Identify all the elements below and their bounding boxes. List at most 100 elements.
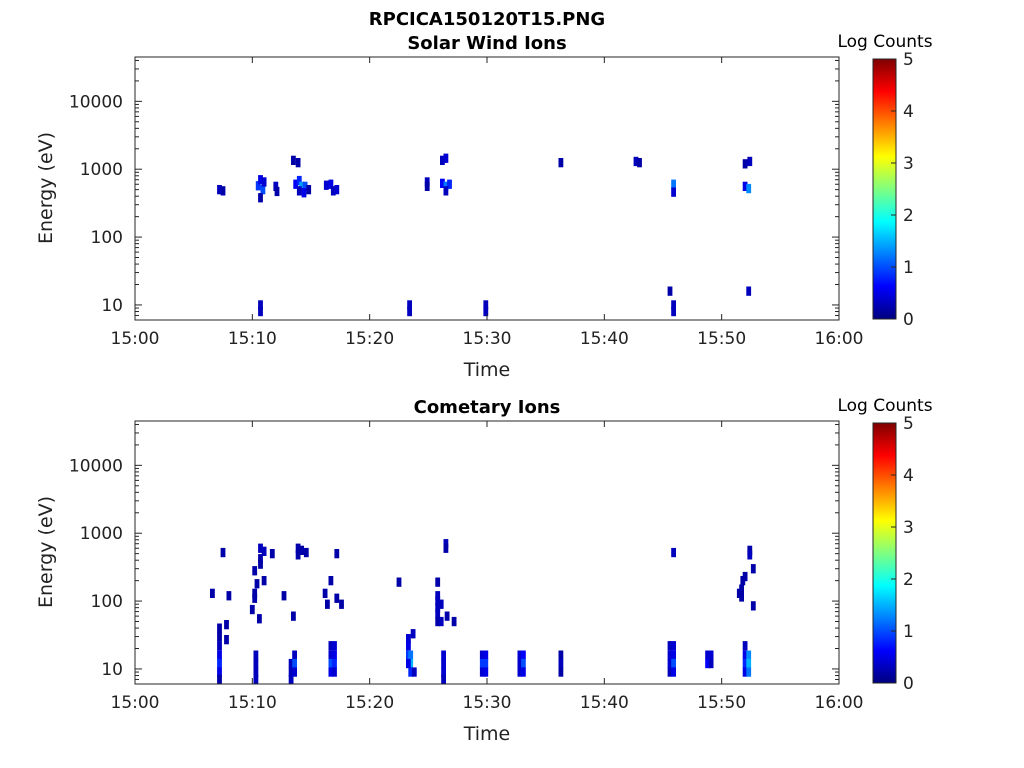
colorbar-tick-label: 5 (903, 414, 914, 434)
heatmap-cell (747, 550, 753, 560)
figure-title: RPCICA150120T15.PNG (369, 9, 605, 30)
heatmap-cell (440, 178, 445, 188)
colorbar-gradient (872, 58, 897, 320)
heatmap-cell (558, 158, 564, 168)
heatmap-cell (750, 601, 756, 611)
plot-area (135, 421, 839, 684)
heatmap-cell (667, 650, 673, 660)
heatmap-cell (517, 658, 523, 669)
heatmap-cell (220, 547, 226, 558)
heatmap-cell (258, 554, 263, 564)
heatmap-cell (291, 611, 296, 621)
heatmap-cell (708, 658, 714, 669)
colorbar-tick-label: 1 (903, 258, 914, 278)
heatmap-cell (479, 650, 485, 660)
heatmap-cell (303, 547, 309, 558)
heatmap-cell (671, 547, 676, 558)
heatmap-cell (406, 658, 411, 669)
heatmap-cell (671, 187, 676, 197)
heatmap-cell (746, 286, 752, 296)
heatmap-cell (443, 543, 449, 553)
heatmap-cell (224, 620, 229, 630)
heatmap-cell (408, 650, 414, 660)
heatmap-cell (260, 185, 266, 195)
heatmap-cell (252, 566, 258, 576)
heatmap-cell (435, 603, 441, 613)
x-axis: 15:00 15:10 15:20 15:30 15:40 15:50 16:00 (111, 57, 864, 349)
x-axis-label: Time (463, 359, 511, 381)
colorbar-tick-label: 0 (903, 674, 914, 694)
heatmap-cell (258, 543, 263, 553)
heatmap-cell (479, 667, 485, 677)
heatmap-cell (447, 179, 452, 189)
heatmap-cell (411, 667, 417, 677)
heatmap-cell (261, 546, 267, 556)
heatmap-cell (483, 658, 489, 669)
heatmap-cell (217, 650, 222, 660)
heatmap-cell (217, 658, 222, 669)
heatmap-cell (746, 667, 752, 677)
heatmap-cell (328, 658, 334, 669)
heatmap-cell (671, 658, 676, 669)
y-tick-label: 10 (101, 660, 123, 680)
heatmap-cell (258, 306, 263, 317)
x-tick-label: 15:00 (111, 693, 160, 713)
heatmap-cell (739, 592, 744, 602)
heatmap-cell (296, 186, 302, 196)
x-axis-label: Time (463, 723, 511, 745)
colorbar: Log Counts 0 1 2 3 4 5 (837, 396, 932, 694)
plot-area (135, 57, 839, 320)
heatmap-cell (299, 545, 304, 555)
heatmap-cell (292, 658, 297, 669)
heatmap-cell (332, 650, 337, 660)
heatmap-cell (558, 650, 564, 660)
colorbar-label: Log Counts (837, 32, 932, 52)
heatmap-cell (252, 588, 258, 598)
heatmap-cell (483, 667, 489, 677)
heatmap-cell (339, 599, 344, 609)
heatmap-cell (517, 667, 523, 677)
heatmap-cell (435, 616, 441, 627)
heatmap-cell (334, 185, 340, 195)
colorbar-ticks: 0 1 2 3 4 5 (891, 50, 914, 330)
heatmap-cell (750, 564, 756, 574)
heatmap-cell (483, 650, 489, 660)
heatmap-cell (273, 181, 279, 191)
x-tick-label: 15:30 (463, 329, 512, 349)
y-tick-label: 10000 (69, 92, 123, 112)
heatmap-cell (328, 641, 334, 651)
heatmap-cell (328, 667, 334, 677)
heatmap-cell (253, 674, 259, 685)
y-axis: 10 100 1000 10000 (69, 423, 839, 685)
heatmap-cell (440, 155, 445, 165)
y-axis-label: Energy (eV) (35, 496, 57, 608)
y-axis-label: Energy (eV) (35, 132, 57, 244)
heatmap-cell (408, 667, 414, 677)
heatmap-cell (671, 641, 676, 651)
x-tick-label: 15:50 (697, 693, 746, 713)
heatmap-cell (334, 593, 340, 603)
heatmap-cell (302, 181, 308, 191)
x-tick-label: 15:10 (228, 329, 277, 349)
x-tick-label: 15:50 (697, 329, 746, 349)
heatmap-cell (441, 658, 446, 669)
heatmap-cell (292, 650, 297, 660)
heatmap-cell (274, 186, 280, 197)
heatmap-cell (217, 631, 222, 642)
heatmap-cell (301, 188, 307, 198)
colorbar-tick-label: 3 (903, 518, 914, 538)
heatmap-cell (288, 674, 294, 685)
heatmap-cell (255, 181, 261, 191)
heatmap-cell (258, 193, 263, 203)
colorbar-tick-label: 2 (903, 570, 914, 590)
heatmap-cell (667, 658, 673, 669)
heatmap-cell (671, 667, 676, 677)
heatmap-cell (253, 667, 259, 677)
x-tick-label: 15:10 (228, 693, 277, 713)
heatmap-cell (521, 667, 526, 677)
heatmap-cell (517, 650, 523, 660)
heatmap-cell (258, 559, 263, 569)
heatmap-cell (667, 286, 673, 296)
heatmap-cell (441, 667, 446, 677)
heatmap-cell (667, 641, 673, 651)
